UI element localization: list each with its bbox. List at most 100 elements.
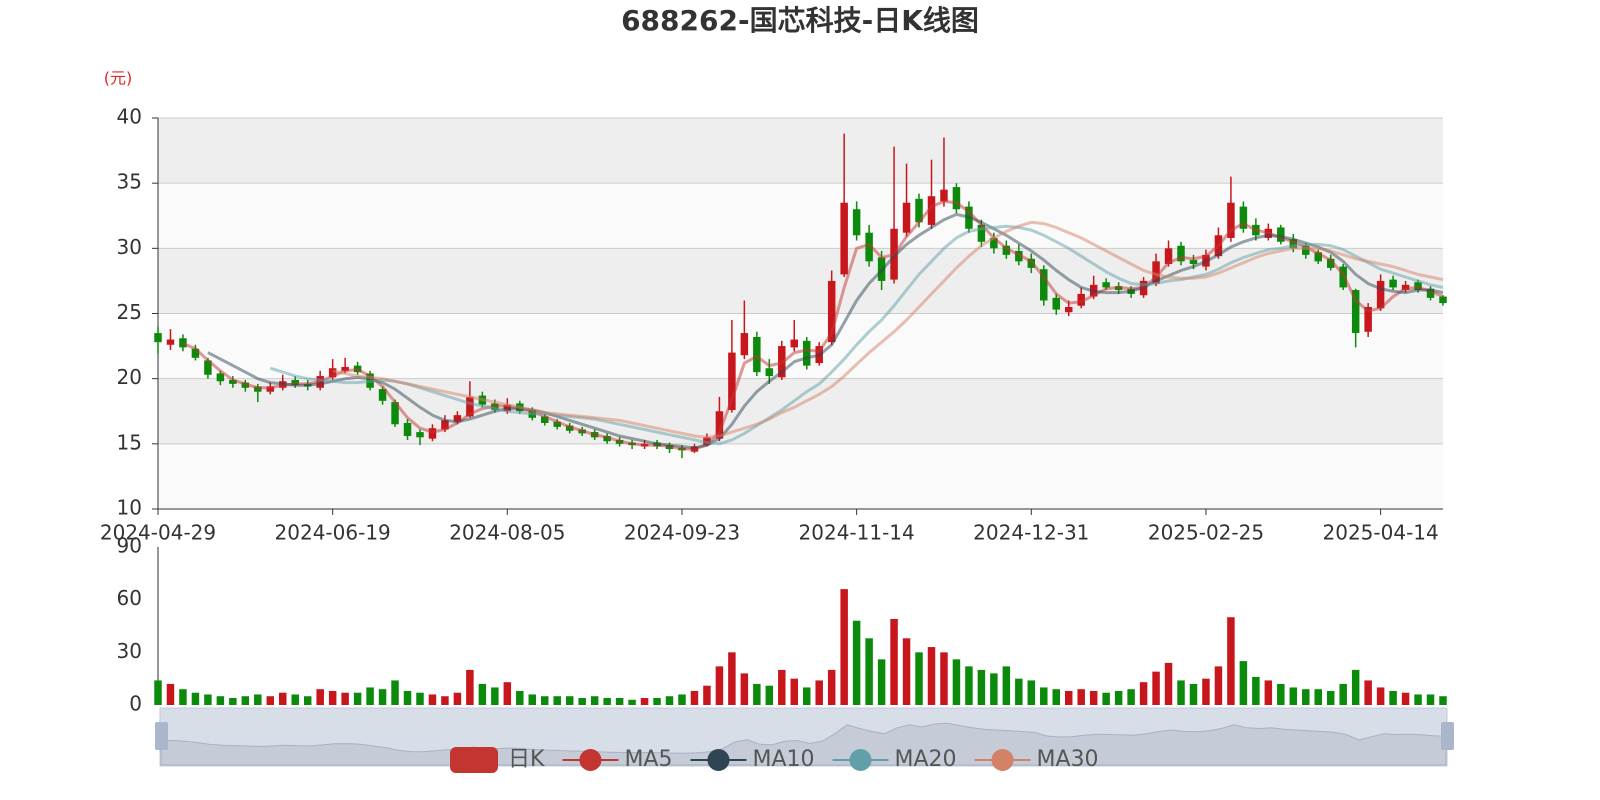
volume-bar bbox=[790, 678, 799, 705]
volume-bar bbox=[291, 694, 299, 705]
candle-body bbox=[790, 339, 799, 348]
volume-bar bbox=[678, 694, 686, 705]
volume-bar bbox=[478, 683, 487, 705]
volume-bar bbox=[628, 699, 636, 705]
volume-bar bbox=[728, 652, 736, 705]
candle-body bbox=[1052, 297, 1060, 310]
y-tick-label: 25 bbox=[117, 300, 142, 324]
volume-bar bbox=[815, 680, 823, 705]
volume-bar bbox=[840, 589, 848, 705]
volume-bar bbox=[553, 696, 561, 705]
candle-body bbox=[715, 411, 724, 439]
volume-bar bbox=[166, 683, 175, 705]
legend-label: MA30 bbox=[1037, 747, 1099, 772]
candle-body bbox=[952, 187, 961, 210]
volume-bar bbox=[753, 683, 761, 705]
volume-bar bbox=[416, 692, 424, 705]
volume-bar bbox=[1127, 689, 1135, 705]
volume-bar bbox=[391, 680, 399, 705]
candle-body bbox=[204, 360, 212, 375]
grid-band bbox=[158, 313, 1443, 379]
candle-body bbox=[852, 209, 861, 236]
volume-bar bbox=[1189, 683, 1198, 705]
candle-body bbox=[229, 379, 237, 384]
volume-bar bbox=[1414, 694, 1422, 705]
candle-body bbox=[154, 333, 162, 343]
legend-label: MA20 bbox=[895, 747, 957, 772]
volume-bar bbox=[1102, 692, 1110, 705]
legend-item[interactable]: MA5 bbox=[562, 747, 672, 772]
volume-bar bbox=[877, 659, 886, 705]
volume-bar bbox=[216, 696, 225, 705]
volume-bar bbox=[1389, 690, 1397, 705]
zoom-handle[interactable] bbox=[155, 722, 168, 750]
volume-bar bbox=[1252, 676, 1260, 705]
candle-body bbox=[466, 396, 474, 417]
candle-body bbox=[553, 421, 561, 427]
volume-bar bbox=[466, 669, 474, 705]
legend-item[interactable]: 日K bbox=[450, 747, 545, 773]
volume-bar bbox=[1426, 694, 1435, 705]
candle-body bbox=[179, 338, 187, 348]
volume-bar bbox=[1152, 671, 1160, 705]
ma-line bbox=[332, 220, 1444, 439]
legend-item[interactable]: MA20 bbox=[832, 747, 957, 772]
zoom-handle[interactable] bbox=[1441, 722, 1454, 750]
volume-bar bbox=[441, 696, 449, 705]
candle-body bbox=[391, 402, 399, 425]
y-tick-label: 40 bbox=[117, 105, 142, 129]
volume-bar bbox=[503, 682, 512, 705]
volume-bar bbox=[328, 690, 337, 705]
candle-body bbox=[840, 202, 848, 275]
candle-body bbox=[1227, 202, 1235, 238]
volume-bar bbox=[1364, 680, 1372, 705]
candle-body bbox=[1277, 227, 1285, 242]
legend-item[interactable]: MA30 bbox=[974, 747, 1099, 772]
volume-bar bbox=[1040, 687, 1048, 705]
candle-body bbox=[902, 202, 911, 233]
candle-body bbox=[1389, 279, 1397, 288]
candle-body bbox=[1239, 206, 1248, 229]
volume-bar bbox=[1202, 678, 1210, 705]
x-tick-label: 2024-06-19 bbox=[275, 521, 391, 545]
volume-bar bbox=[902, 638, 911, 705]
candle-body bbox=[1040, 269, 1048, 301]
volume-bar bbox=[303, 696, 312, 705]
volume-bar bbox=[1239, 661, 1248, 705]
volume-bar bbox=[541, 696, 549, 705]
legend-icon bbox=[991, 749, 1014, 771]
candle-body bbox=[453, 415, 462, 422]
legend-item[interactable]: MA10 bbox=[690, 747, 815, 772]
volume-bar bbox=[703, 685, 711, 705]
volume-bar bbox=[590, 696, 599, 705]
volume-bar bbox=[578, 697, 586, 705]
volume-bar bbox=[1002, 666, 1011, 705]
volume-bar bbox=[740, 673, 749, 705]
candle-body bbox=[1077, 293, 1085, 306]
ma-line bbox=[182, 199, 1444, 451]
candle-body bbox=[1164, 248, 1173, 264]
volume-bar bbox=[1302, 689, 1310, 705]
volume-bar bbox=[1376, 687, 1385, 705]
candle-body bbox=[865, 232, 873, 262]
volume-bar bbox=[1264, 680, 1273, 705]
candle-body bbox=[728, 352, 736, 410]
volume-bar bbox=[1064, 690, 1073, 705]
candle-body bbox=[1302, 245, 1310, 255]
volume-bar bbox=[254, 694, 262, 705]
candle-body bbox=[940, 189, 948, 202]
y-tick-label: 35 bbox=[117, 170, 142, 194]
volume-bar bbox=[977, 669, 986, 705]
y-tick-label: 30 bbox=[117, 235, 142, 259]
candle-body bbox=[416, 432, 424, 438]
volume-tick-label: 60 bbox=[117, 586, 142, 610]
candle-body bbox=[1439, 296, 1447, 304]
x-tick-label: 2024-12-31 bbox=[973, 521, 1089, 545]
candle-body bbox=[1364, 306, 1372, 332]
chart-title: 688262-国芯科技-日K线图 bbox=[621, 4, 979, 37]
volume-bar bbox=[1439, 696, 1447, 705]
volume-bar bbox=[778, 669, 786, 705]
candle-body bbox=[1289, 239, 1298, 249]
x-tick-label: 2025-04-14 bbox=[1323, 521, 1439, 545]
x-tick-label: 2024-08-05 bbox=[449, 521, 565, 545]
